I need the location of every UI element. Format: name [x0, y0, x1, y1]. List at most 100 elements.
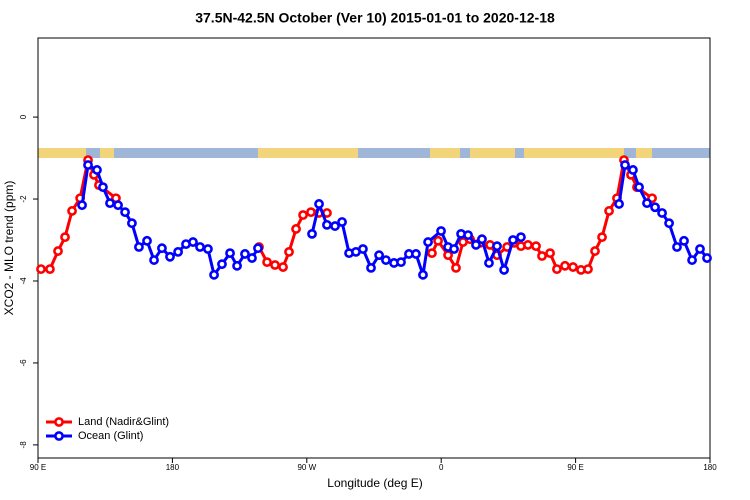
data-point — [597, 232, 607, 243]
data-point — [620, 160, 630, 170]
data-point — [53, 246, 63, 256]
data-point — [568, 262, 578, 272]
data-point — [449, 244, 459, 254]
data-point — [560, 260, 570, 271]
legend-marker — [54, 431, 64, 441]
data-point — [278, 262, 288, 272]
data-point — [77, 200, 87, 211]
y-tick-label: -8 — [19, 441, 28, 449]
data-point — [396, 257, 406, 268]
data-point — [203, 244, 213, 254]
x-tick-label: 90 E — [567, 463, 583, 472]
data-point — [330, 221, 340, 231]
data-point — [695, 244, 705, 254]
y-tick-label: -6 — [19, 359, 28, 367]
data-point — [322, 219, 332, 230]
data-point — [36, 264, 46, 275]
x-tick-label: 90 E — [30, 463, 46, 472]
data-point — [83, 160, 93, 170]
data-point — [253, 243, 263, 254]
data-point — [477, 234, 487, 245]
data-point — [306, 207, 316, 218]
data-point — [195, 242, 205, 252]
data-point — [436, 226, 446, 236]
data-point — [583, 264, 593, 275]
x-axis-label: Longitude (deg E) — [327, 476, 422, 490]
data-point — [672, 242, 682, 252]
legend-label: Ocean (Glint) — [78, 430, 143, 442]
data-point — [127, 218, 137, 229]
data-point — [98, 182, 108, 193]
data-point — [545, 248, 555, 259]
data-point — [443, 250, 453, 261]
data-point — [427, 248, 437, 259]
data-point — [358, 244, 368, 254]
data-point — [702, 253, 712, 263]
data-point — [240, 249, 250, 259]
data-point — [67, 206, 77, 216]
data-point — [307, 228, 317, 239]
data-point — [173, 246, 183, 257]
data-point — [366, 262, 376, 273]
data-point — [634, 182, 644, 193]
data-point — [298, 210, 308, 220]
data-point — [531, 241, 541, 252]
data-point — [590, 246, 600, 256]
data-point — [157, 243, 167, 254]
y-axis-label: XCO2 - MLO trend (ppm) — [2, 181, 16, 316]
data-point — [642, 198, 652, 209]
data-point — [188, 237, 198, 247]
y-tick-label: -2 — [19, 195, 28, 203]
data-point — [552, 264, 562, 275]
data-point — [499, 265, 509, 275]
x-tick-label: 180 — [703, 463, 717, 472]
plot-frame — [37, 37, 711, 459]
data-point — [614, 199, 624, 209]
data-point — [270, 260, 280, 270]
data-point — [471, 240, 481, 250]
data-point — [650, 202, 660, 213]
data-point — [262, 257, 272, 268]
data-point — [165, 251, 175, 262]
legend-marker — [54, 417, 64, 427]
data-point — [679, 235, 689, 246]
data-point — [687, 255, 697, 265]
data-point — [134, 242, 144, 252]
data-point — [337, 217, 347, 227]
land-ocean-strip — [38, 148, 710, 158]
data-point — [120, 207, 130, 218]
data-point — [284, 246, 294, 257]
data-point — [374, 250, 384, 261]
data-point — [381, 255, 391, 265]
data-point — [433, 235, 443, 246]
data-point — [314, 199, 324, 209]
x-tick-label: 90 W — [297, 463, 316, 472]
data-point — [225, 248, 235, 259]
data-point — [537, 251, 547, 261]
data-point — [105, 198, 115, 209]
data-point — [451, 262, 461, 273]
data-point — [523, 240, 533, 250]
data-point — [604, 206, 614, 216]
data-point — [516, 232, 526, 243]
data-point — [657, 208, 667, 218]
data-point — [664, 218, 674, 229]
data-point — [247, 253, 257, 263]
legend-label: Land (Nadir&Glint) — [78, 416, 169, 428]
data-point — [508, 235, 518, 245]
chart-title: 37.5N-42.5N October (Ver 10) 2015-01-01 … — [195, 10, 555, 26]
data-point — [149, 255, 159, 265]
data-point — [418, 269, 428, 280]
data-point — [113, 200, 123, 211]
data-point — [463, 230, 473, 240]
y-tick-label: 0 — [19, 114, 28, 119]
data-point — [60, 232, 70, 243]
data-point — [209, 269, 219, 280]
data-point — [492, 241, 502, 252]
data-point — [628, 165, 638, 175]
data-point — [291, 224, 301, 234]
x-tick-label: 180 — [166, 463, 180, 472]
y-tick-label: -4 — [19, 277, 28, 285]
